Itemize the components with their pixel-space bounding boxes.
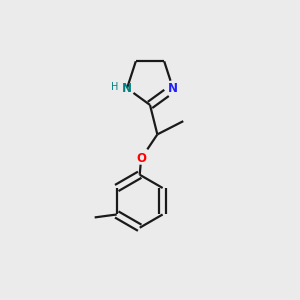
Text: N: N — [168, 82, 178, 95]
Text: N: N — [122, 82, 132, 95]
Text: H: H — [111, 82, 118, 92]
Text: O: O — [136, 152, 146, 165]
